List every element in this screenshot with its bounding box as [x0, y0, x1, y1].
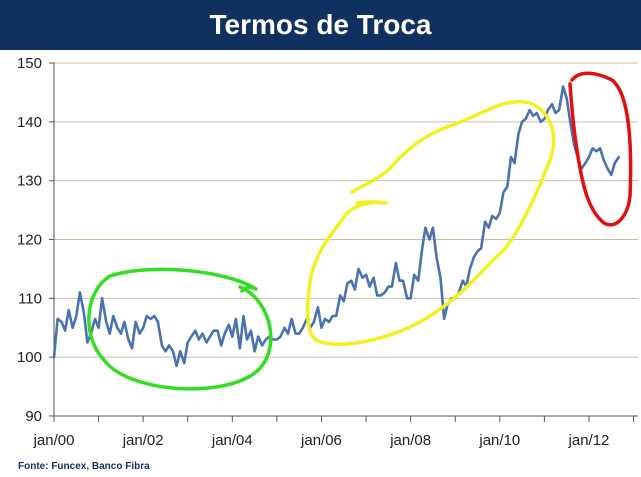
y-tick-label: 130: [17, 173, 42, 190]
highlight-circle-red: [568, 71, 633, 227]
annotation-layer: [87, 71, 633, 391]
y-tick-label: 140: [17, 114, 42, 131]
x-tick-label: jan/10: [478, 432, 520, 449]
y-tick-label: 110: [18, 290, 42, 307]
y-tick-label: 90: [25, 408, 42, 425]
chart-title: Termos de Troca: [209, 9, 432, 40]
x-tick-label: jan/06: [300, 432, 342, 449]
title-bar: Termos de Troca: [0, 0, 641, 50]
x-tick-label: jan/00: [33, 432, 75, 449]
highlight-circle-yellow: [305, 99, 556, 347]
y-tick-label: 100: [17, 349, 42, 366]
y-tick-label: 150: [17, 55, 42, 72]
axis-layer: 90 100 110 120 130 140 150 jan/00 jan/02 jan/04 ja…: [17, 55, 638, 449]
series-layer: [52, 85, 621, 368]
highlight-circle-green: [87, 267, 273, 391]
source-note: Fonte: Funcex, Banco Fibra: [18, 461, 150, 472]
x-tick-label: jan/02: [122, 432, 164, 449]
y-tick-label: 120: [17, 232, 42, 249]
x-tick-label: jan/04: [211, 432, 253, 449]
x-tick-label: jan/12: [568, 432, 610, 449]
x-tick-label: jan/08: [389, 432, 431, 449]
